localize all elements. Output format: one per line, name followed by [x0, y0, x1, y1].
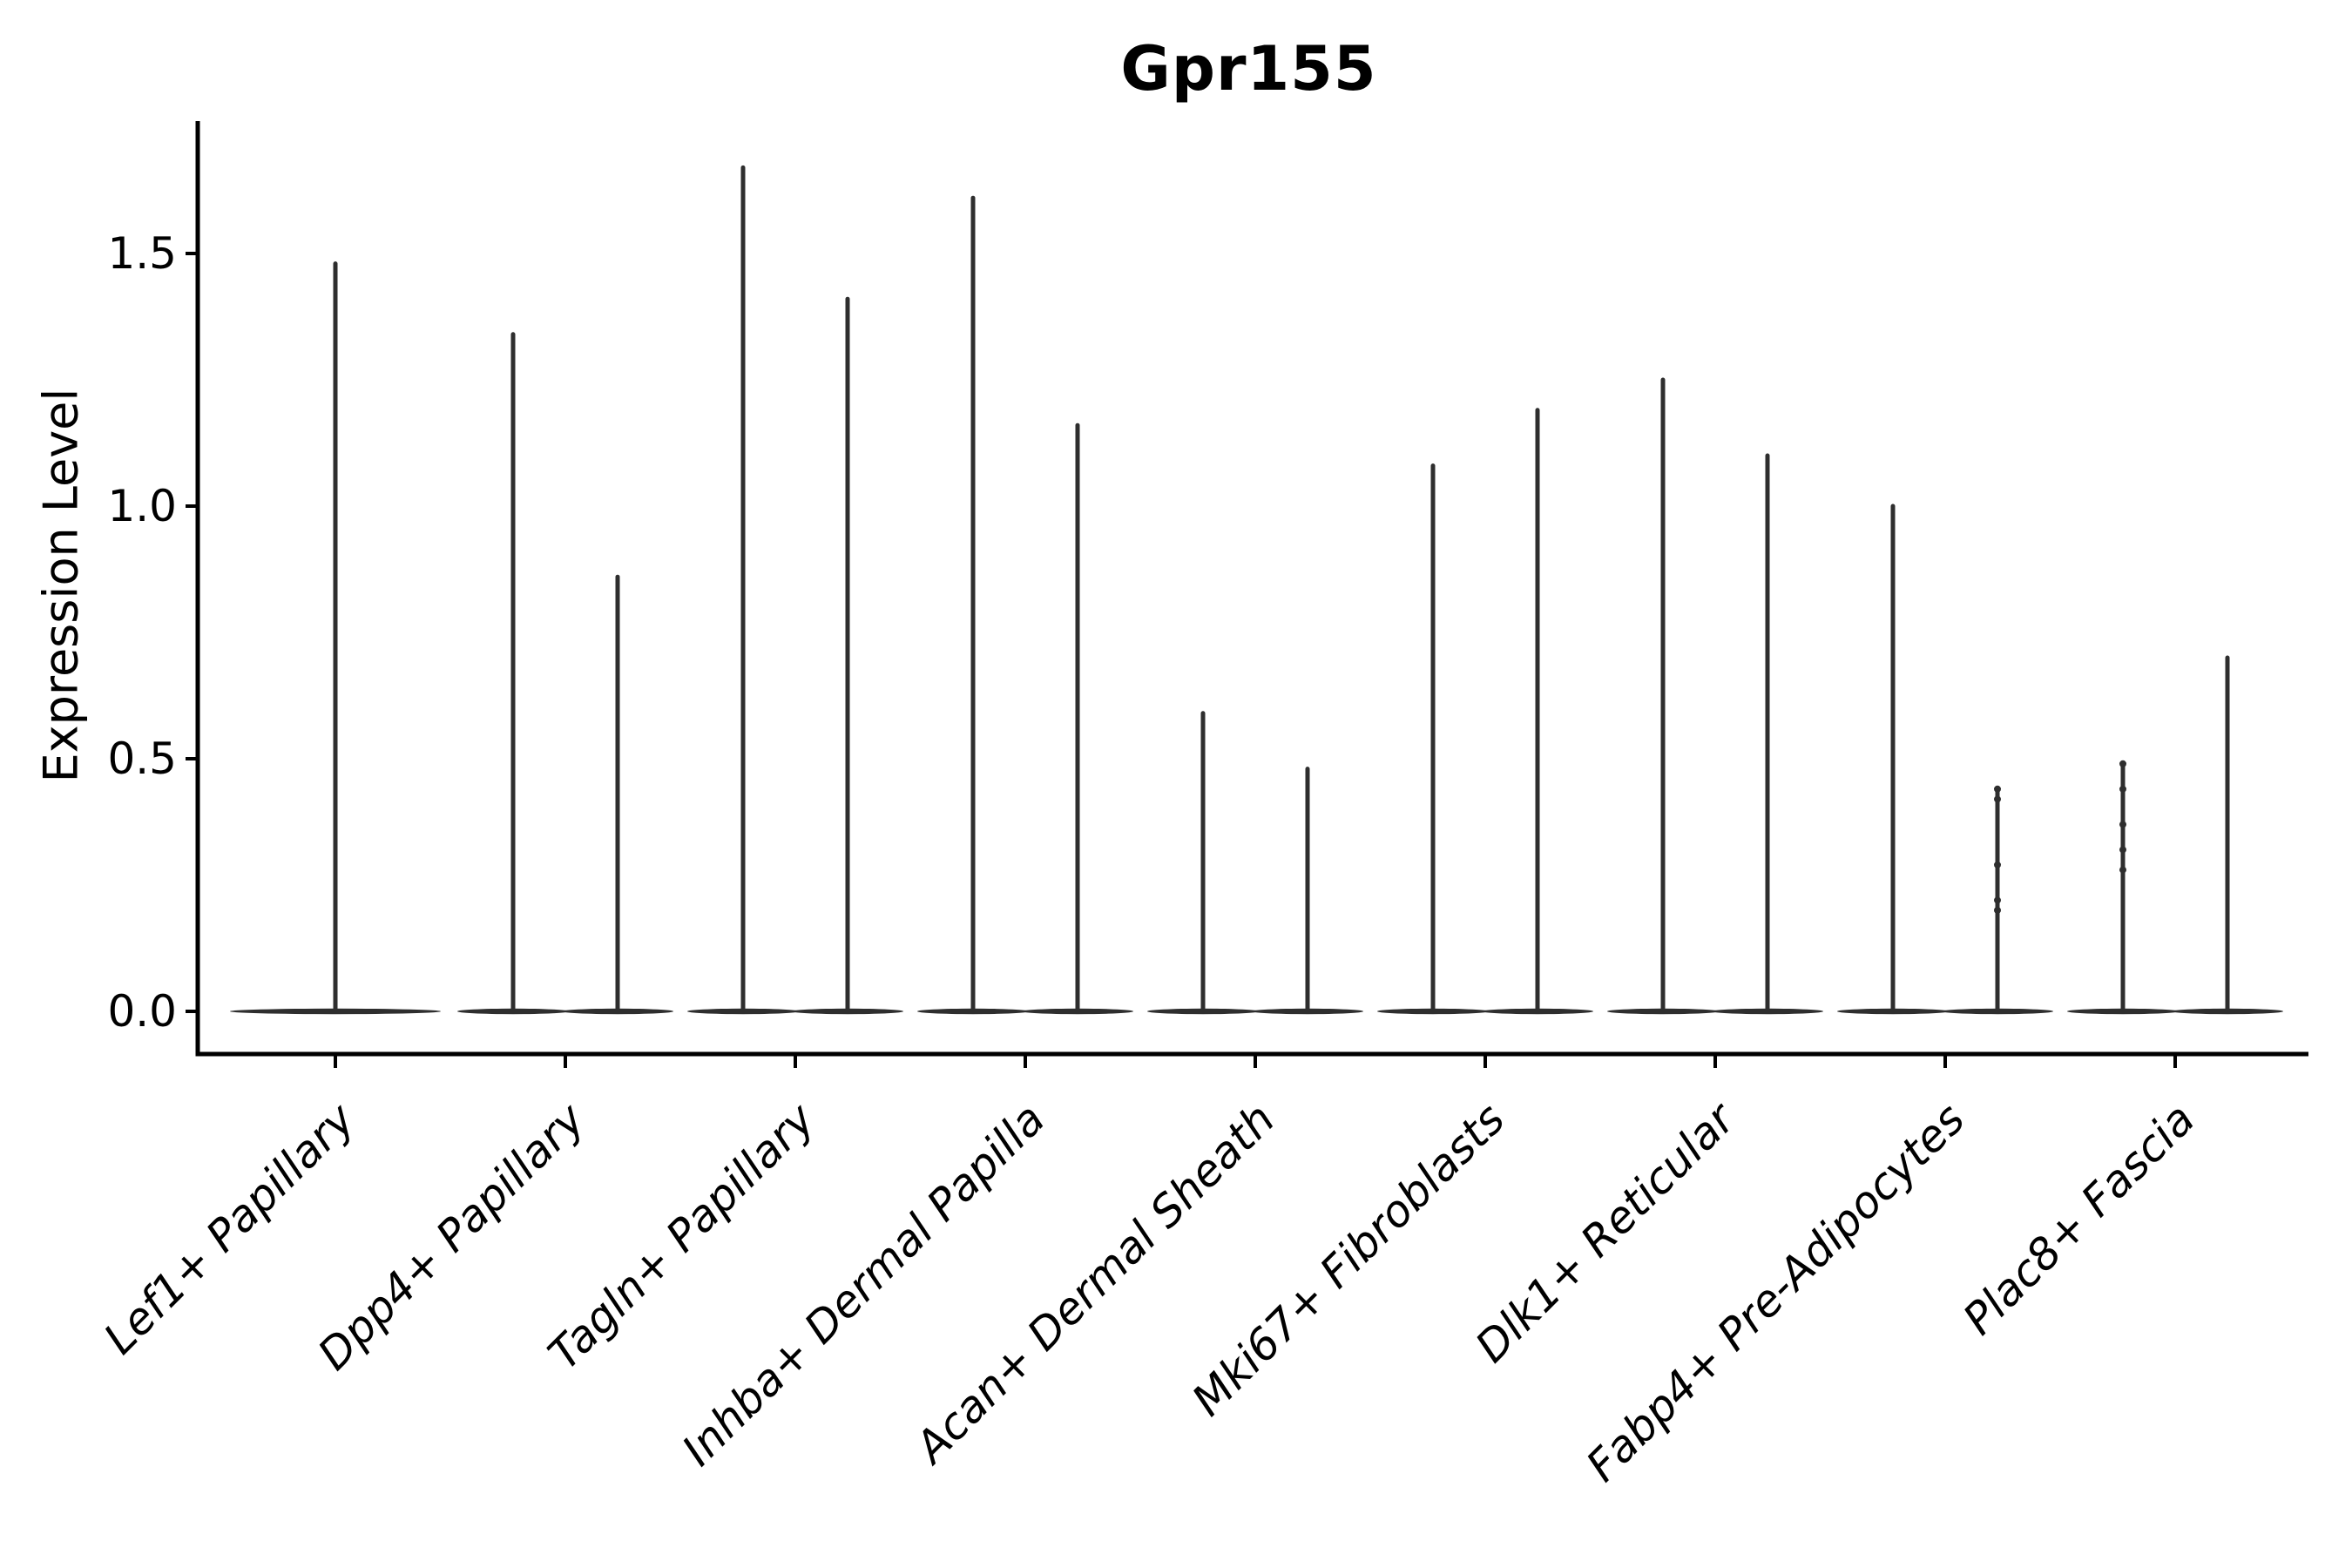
expression-point — [2119, 821, 2126, 828]
y-tick-label: 1.5 — [107, 228, 177, 279]
y-tick-label: 0.5 — [107, 733, 177, 784]
expression-point — [1994, 896, 2001, 904]
expression-point — [2119, 866, 2126, 874]
x-tick-label: Lef1+ Papillary — [94, 1092, 365, 1363]
expression-point — [2119, 785, 2126, 793]
expression-point — [1994, 795, 2001, 803]
x-tick-label: Fabp4+ Pre-Adipocytes — [1577, 1093, 1975, 1491]
expression-point — [1994, 785, 2001, 793]
expression-point — [2119, 760, 2126, 767]
y-tick-label: 0.0 — [107, 986, 177, 1037]
expression-point — [1994, 861, 2001, 868]
y-tick-label: 1.0 — [107, 481, 177, 531]
y-axis-label: Expression Level — [33, 388, 89, 783]
expression-point — [2119, 846, 2126, 854]
expression-point — [1994, 907, 2001, 914]
x-tick-label: Inhba+ Dermal Papilla — [672, 1093, 1054, 1475]
chart-title: Gpr155 — [1120, 33, 1377, 105]
x-tick-label: Plac8+ Fascia — [1954, 1093, 2205, 1344]
